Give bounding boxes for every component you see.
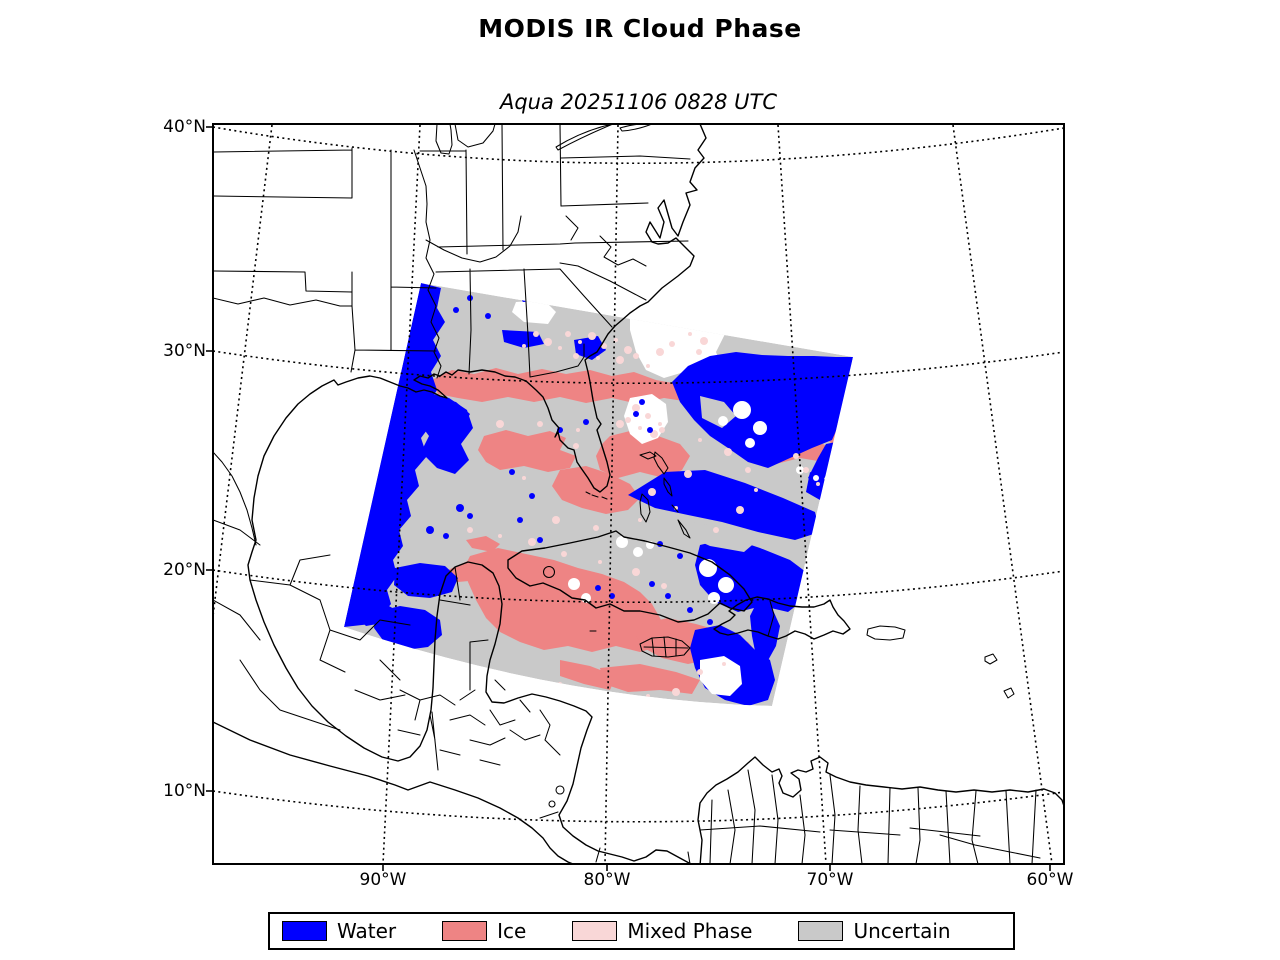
- state-borders: [214, 125, 1037, 863]
- swath-water-regions: [344, 283, 853, 706]
- water-swatch: [282, 921, 327, 941]
- parallel-30n: [214, 350, 1063, 385]
- meridian-80w: [604, 125, 619, 863]
- meridian-90w: [382, 125, 421, 863]
- xtick-60w: 60°W: [1026, 870, 1074, 890]
- legend: Water Ice Mixed Phase Uncertain: [268, 912, 1015, 950]
- graticule: [214, 125, 1063, 863]
- mixed-phase-swatch: [572, 921, 618, 941]
- legend-item-uncertain: Uncertain: [798, 919, 951, 943]
- legend-label-water: Water: [337, 919, 397, 943]
- figure-title: MODIS IR Cloud Phase: [478, 14, 802, 43]
- satellite-swath: [344, 283, 853, 706]
- uncertain-swatch: [798, 921, 844, 941]
- legend-item-water: Water: [282, 919, 396, 943]
- axis-ticks: [206, 126, 1051, 871]
- xtick-90w: 90°W: [359, 870, 407, 890]
- map-frame: [212, 123, 1065, 865]
- ytick-40n: 40°N: [163, 117, 206, 137]
- meridian-70w: [777, 125, 827, 863]
- parallel-10n: [214, 790, 1063, 823]
- legend-item-ice: Ice: [442, 919, 526, 943]
- ice-swatch: [442, 921, 488, 941]
- coastlines: [214, 125, 1063, 863]
- ytick-20n: 20°N: [163, 560, 206, 580]
- legend-label-mixed-phase: Mixed Phase: [627, 919, 753, 943]
- parallel-20n: [214, 569, 1063, 604]
- parallel-40n: [214, 126, 1063, 165]
- legend-label-ice: Ice: [497, 919, 527, 943]
- meridian-60w: [952, 125, 1053, 863]
- figure-subtitle: Aqua 20251106 0828 UTC: [499, 90, 778, 114]
- legend-label-uncertain: Uncertain: [853, 919, 951, 943]
- meridian-100w: [214, 125, 273, 615]
- ytick-30n: 30°N: [163, 341, 206, 361]
- ytick-10n: 10°N: [163, 781, 206, 801]
- swath-clear-holes: [700, 656, 742, 696]
- xtick-70w: 70°W: [806, 870, 854, 890]
- legend-item-mixed-phase: Mixed Phase: [572, 919, 752, 943]
- xtick-80w: 80°W: [583, 870, 631, 890]
